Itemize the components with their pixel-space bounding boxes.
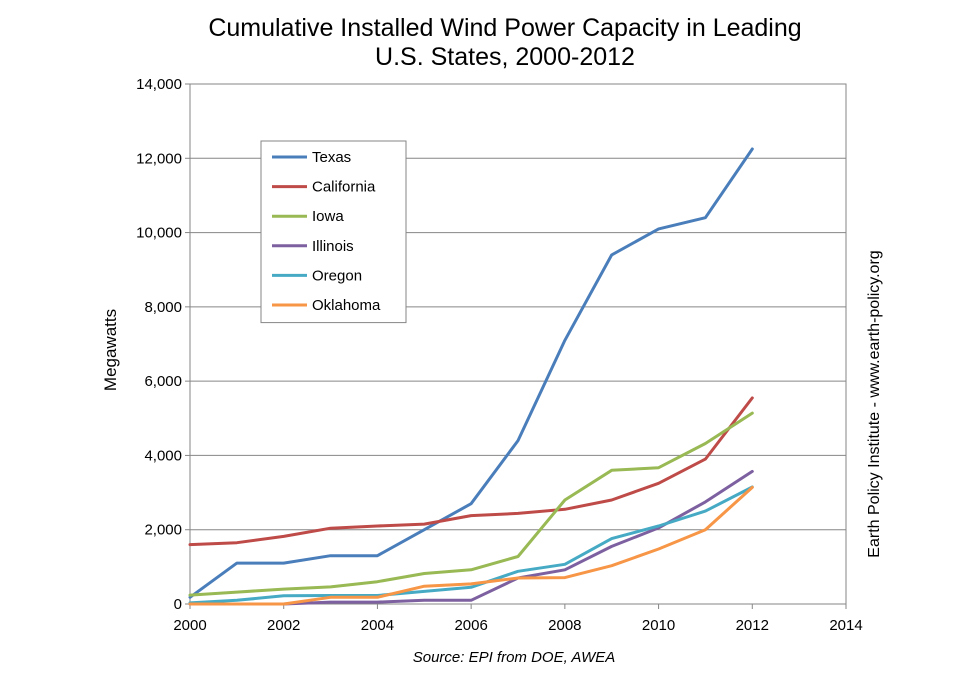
x-tick-label: 2002 [267, 617, 300, 634]
y-axis-title: Megawatts [101, 309, 120, 391]
y-tick-label: 10,000 [136, 225, 182, 242]
y-tick-label: 14,000 [136, 76, 182, 93]
series-line-iowa [188, 411, 754, 597]
legend-label: California [312, 179, 376, 196]
y-tick-label: 2,000 [144, 522, 182, 539]
x-tick-label: 2006 [454, 617, 487, 634]
y-tick-label: 0 [174, 596, 182, 613]
legend-label: Oklahoma [312, 297, 381, 314]
x-tick-label: 2004 [361, 617, 394, 634]
plot-area-frame [189, 83, 847, 605]
x-tick-label: 2000 [173, 617, 206, 634]
y-tick-label: 8,000 [144, 299, 182, 316]
series-lines [188, 147, 754, 606]
series-line-texas [188, 147, 754, 599]
series-line-oregon [188, 485, 754, 605]
chart-title-line-2: U.S. States, 2000-2012 [375, 43, 635, 71]
source-note: Source: EPI from DOE, AWEA [413, 649, 616, 666]
y-tick-label: 4,000 [144, 447, 182, 464]
legend-box [260, 140, 407, 324]
x-tick-label: 2010 [642, 617, 675, 634]
legend-label: Texas [312, 149, 351, 166]
y-tick-label: 12,000 [136, 150, 182, 167]
x-tick-label: 2012 [736, 617, 769, 634]
legend-label: Oregon [312, 267, 362, 284]
axes: 0 2,000 4,000 6,000 8,000 10,000 12,000 14,000 2… [136, 76, 863, 634]
x-tick-label: 2008 [548, 617, 581, 634]
legend: Texas California Iowa Illinois Oregon Oklahom… [260, 140, 407, 324]
attribution-note: Earth Policy Institute - www.earth-polic… [866, 250, 883, 557]
legend-label: Illinois [312, 238, 354, 255]
chart-title: Cumulative Installed Wind Power Capacity… [0, 14, 980, 72]
x-tick-label: 2014 [829, 617, 862, 634]
series-line-california [188, 396, 754, 547]
y-tick-label: 6,000 [144, 373, 182, 390]
legend-label: Iowa [312, 208, 344, 225]
chart-title-line-1: Cumulative Installed Wind Power Capacity… [208, 14, 802, 42]
series-line-oklahoma [188, 485, 754, 606]
